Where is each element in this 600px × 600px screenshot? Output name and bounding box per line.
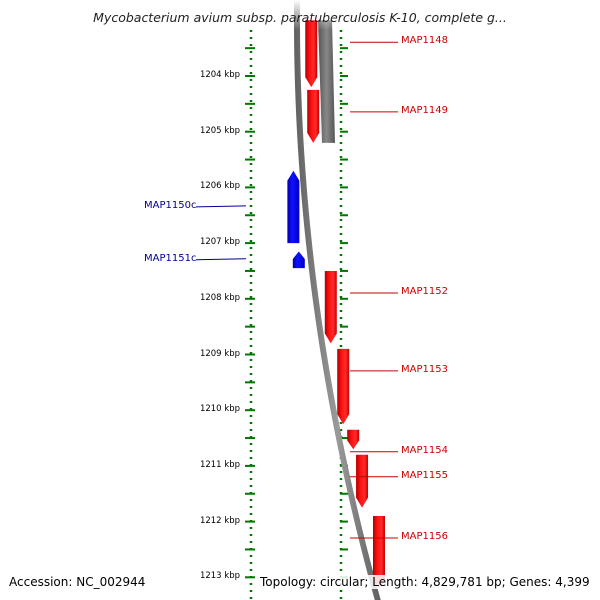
kbp-tick-label: 1212 kbp [199, 515, 240, 526]
gene-label-map1156[interactable]: MAP1156 [401, 531, 448, 543]
gene-arrow-map1148 [305, 20, 318, 88]
backbone-band [294, 0, 381, 600]
gene-track [287, 20, 385, 589]
leader-line-map1150c [195, 205, 247, 208]
genome-summary-text: Topology: circular; Length: 4,829,781 bp… [260, 575, 590, 589]
gene-arrow-map1151c [292, 251, 305, 269]
gene-label-map1155[interactable]: MAP1155 [401, 469, 448, 481]
other-feature-block [318, 20, 335, 143]
gene-arrow-map1156 [372, 516, 385, 589]
gene-arrow-map1155 [356, 454, 369, 508]
genome-backbone [294, 0, 381, 600]
accession-text: Accession: NC_002944 [9, 575, 146, 589]
gene-label-map1148[interactable]: MAP1148 [401, 35, 448, 47]
gene-label-map1153[interactable]: MAP1153 [401, 363, 448, 375]
gene-label-map1154[interactable]: MAP1154 [401, 444, 448, 456]
kbp-tick-label: 1209 kbp [199, 348, 240, 359]
map-title: Mycobacterium avium subsp. paratuberculo… [93, 10, 507, 25]
gene-label-map1150c[interactable]: MAP1150c [144, 199, 196, 211]
gene-arrow-map1153 [337, 348, 350, 425]
kbp-tick-label: 1210 kbp [199, 404, 240, 415]
kbp-tick-label: 1213 kbp [199, 571, 240, 582]
gene-arrow-map1152 [324, 270, 337, 344]
kbp-tick-label: 1204 kbp [199, 70, 240, 80]
gene-label-map1152[interactable]: MAP1152 [401, 285, 448, 297]
kbp-tick-label: 1205 kbp [199, 125, 240, 136]
kbp-tick-label: 1206 kbp [199, 181, 240, 192]
kbp-tick-label: 1207 kbp [199, 237, 240, 248]
leader-line-map1151c [195, 258, 247, 261]
gene-arrow-map1150c [287, 170, 300, 244]
gene-label-map1151c[interactable]: MAP1151c [144, 252, 196, 264]
label-leaders [195, 41, 398, 539]
gene-label-map1149[interactable]: MAP1149 [401, 104, 448, 116]
other-feature-track [240, 0, 360, 143]
top-fade [240, 0, 360, 30]
gene-arrow-map1149 [307, 89, 320, 143]
kbp-ruler [245, 30, 348, 600]
gene-arrow-map1154 [347, 429, 360, 450]
kbp-tick-label: 1208 kbp [199, 292, 240, 303]
kbp-tick-label: 1211 kbp [199, 459, 240, 470]
